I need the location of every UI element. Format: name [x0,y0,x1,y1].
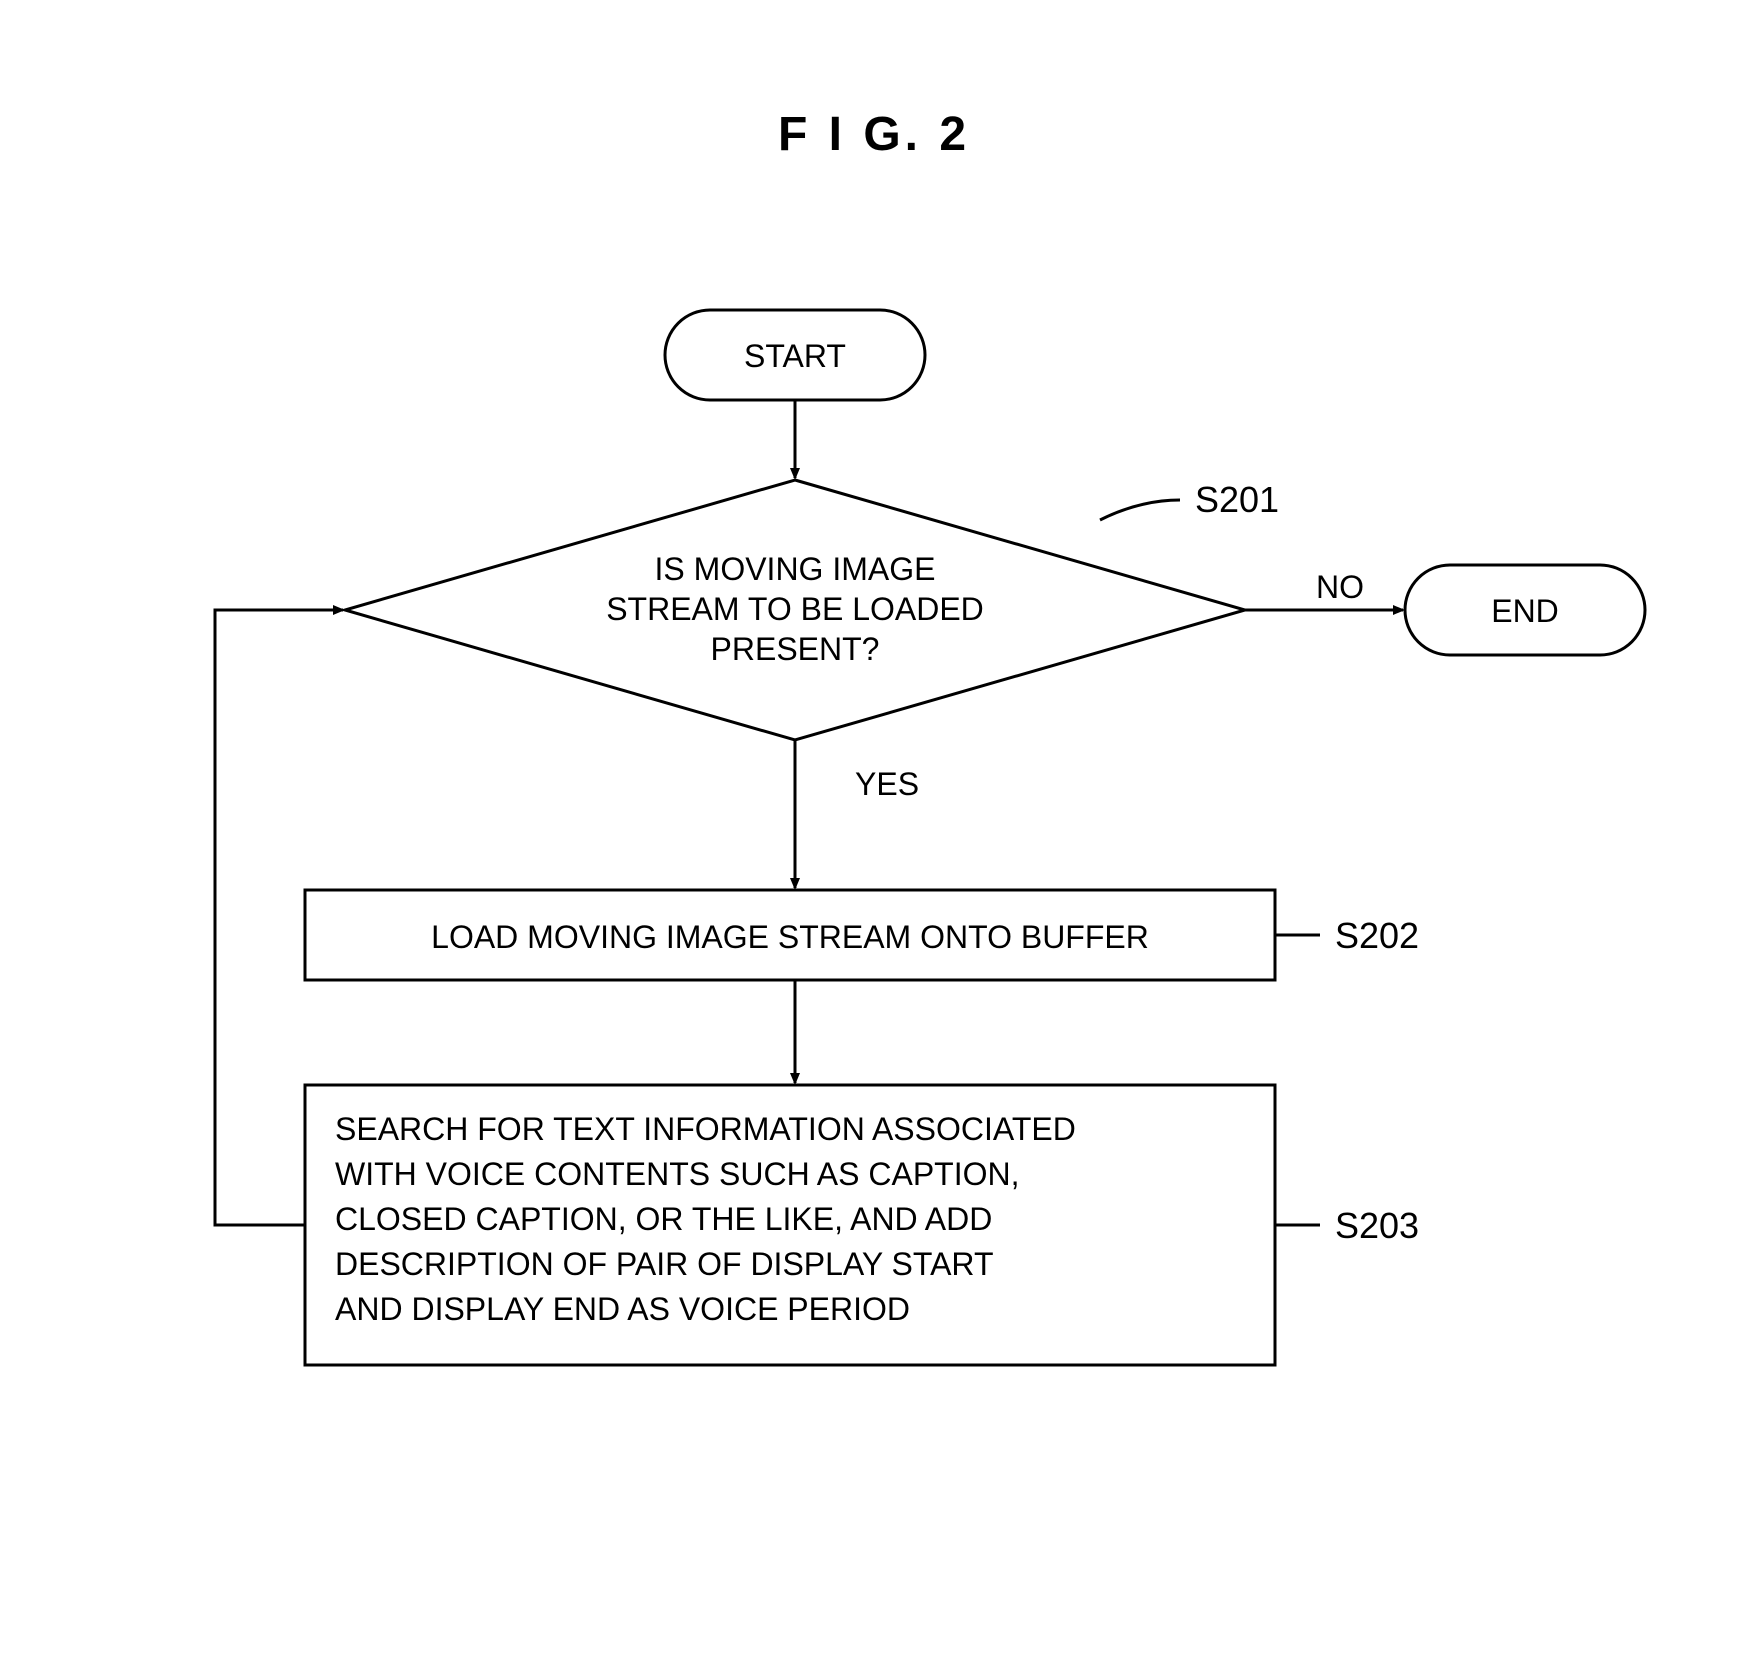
decision-node: IS MOVING IMAGE STREAM TO BE LOADED PRES… [345,480,1245,740]
start-node: START [665,310,925,400]
decision-text-2: STREAM TO BE LOADED [606,591,984,627]
decision-text-3: PRESENT? [711,631,880,667]
process2-node: SEARCH FOR TEXT INFORMATION ASSOCIATED W… [305,1085,1275,1365]
edge-label-yes: YES [855,766,919,802]
step-label-s201: S201 [1195,479,1279,520]
process2-text-3: CLOSED CAPTION, OR THE LIKE, AND ADD [335,1201,992,1237]
process2-text-1: SEARCH FOR TEXT INFORMATION ASSOCIATED [335,1111,1076,1147]
process2-text-4: DESCRIPTION OF PAIR OF DISPLAY START [335,1246,993,1282]
step-label-s203: S203 [1335,1205,1419,1246]
decision-text-1: IS MOVING IMAGE [655,551,936,587]
end-node: END [1405,565,1645,655]
process2-text-5: AND DISPLAY END AS VOICE PERIOD [335,1291,910,1327]
start-label: START [744,338,846,374]
step-label-s202: S202 [1335,915,1419,956]
edge-label-no: NO [1316,569,1364,605]
end-label: END [1491,593,1559,629]
process1-node: LOAD MOVING IMAGE STREAM ONTO BUFFER [305,890,1275,980]
process2-text-2: WITH VOICE CONTENTS SUCH AS CAPTION, [335,1156,1020,1192]
process1-text: LOAD MOVING IMAGE STREAM ONTO BUFFER [431,919,1149,955]
s201-leader [1100,500,1180,520]
figure-title: F I G. 2 [778,108,970,161]
